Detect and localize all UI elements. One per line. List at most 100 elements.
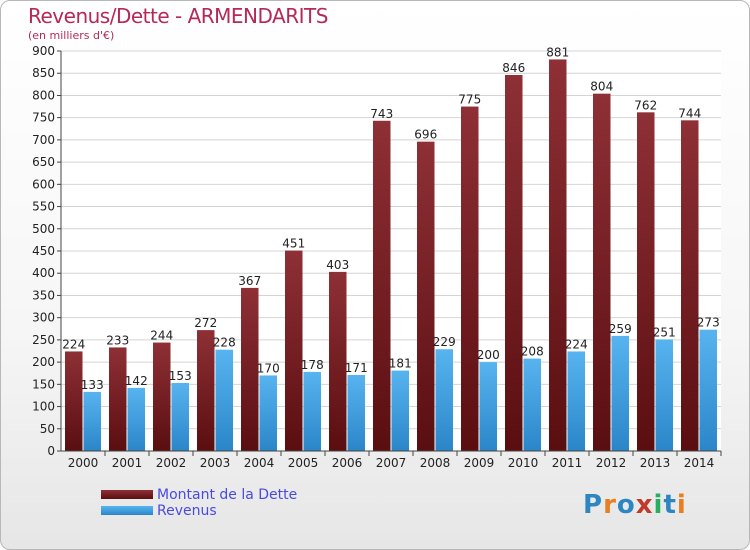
y-tick-label: 0 bbox=[47, 444, 55, 458]
data-label-debt: 272 bbox=[194, 316, 217, 330]
bar-revenus bbox=[171, 383, 189, 451]
x-tick-label: 2001 bbox=[112, 456, 143, 470]
bar-revenus bbox=[391, 370, 409, 451]
y-tick-label: 200 bbox=[32, 355, 55, 369]
data-label-revenus: 181 bbox=[389, 357, 412, 371]
data-label-revenus: 171 bbox=[345, 361, 368, 375]
bar-layer: 224 133 233 142 244 153 272 228 367 170 451 178 403 1… bbox=[62, 45, 720, 452]
data-label-revenus: 273 bbox=[697, 316, 720, 330]
y-tick-label: 450 bbox=[32, 244, 55, 258]
data-label-revenus: 228 bbox=[213, 336, 236, 350]
data-label-debt: 233 bbox=[106, 333, 129, 347]
data-label-revenus: 259 bbox=[609, 322, 632, 336]
y-tick-label: 800 bbox=[32, 88, 55, 102]
logo-letter: r bbox=[603, 490, 617, 520]
bar-debt bbox=[109, 347, 127, 451]
y-tick-label: 650 bbox=[32, 155, 55, 169]
bar-revenus bbox=[347, 375, 365, 451]
bar-revenus bbox=[303, 371, 321, 451]
bar-debt bbox=[637, 112, 655, 451]
logo-letter: i bbox=[676, 490, 687, 520]
y-tick-label: 300 bbox=[32, 311, 55, 325]
y-tick-label: 900 bbox=[32, 44, 55, 58]
data-label-revenus: 224 bbox=[565, 337, 588, 351]
logo-letter: i bbox=[653, 490, 664, 520]
y-tick-label: 500 bbox=[32, 222, 55, 236]
data-label-revenus: 142 bbox=[125, 374, 148, 388]
x-tick-label: 2008 bbox=[420, 456, 451, 470]
axis-layer: 0 50 100 150 200 250 300 350 400 450 500 550 600 650 7… bbox=[32, 44, 722, 470]
logo-letter: t bbox=[663, 490, 677, 520]
data-label-debt: 744 bbox=[678, 106, 701, 120]
x-tick-label: 2010 bbox=[508, 456, 539, 470]
legend-swatch-debt bbox=[101, 490, 153, 499]
bar-debt bbox=[593, 93, 611, 452]
data-label-debt: 403 bbox=[326, 258, 349, 272]
y-tick-label: 600 bbox=[32, 177, 55, 191]
y-tick-label: 100 bbox=[32, 400, 55, 414]
bar-revenus bbox=[83, 391, 101, 451]
bar-debt bbox=[197, 330, 215, 451]
data-label-revenus: 153 bbox=[169, 369, 192, 383]
logo-letter: x bbox=[635, 490, 654, 520]
legend-label-debt: Montant de la Dette bbox=[157, 487, 298, 503]
data-label-debt: 743 bbox=[370, 107, 393, 121]
y-tick-label: 700 bbox=[32, 133, 55, 147]
y-tick-label: 350 bbox=[32, 288, 55, 302]
bar-debt bbox=[373, 120, 391, 452]
data-label-debt: 696 bbox=[414, 128, 437, 142]
bar-revenus bbox=[259, 375, 277, 451]
data-label-debt: 775 bbox=[458, 93, 481, 107]
x-tick-label: 2000 bbox=[68, 456, 99, 470]
legend-label-revenus: Revenus bbox=[157, 503, 217, 519]
bar-debt bbox=[153, 342, 171, 451]
data-label-revenus: 200 bbox=[477, 348, 500, 362]
chart-subtitle: (en milliers d'€) bbox=[28, 29, 115, 42]
x-tick-label: 2011 bbox=[552, 456, 583, 470]
data-label-debt: 804 bbox=[590, 80, 613, 94]
x-tick-label: 2009 bbox=[464, 456, 495, 470]
data-label-debt: 224 bbox=[62, 337, 85, 351]
bar-debt bbox=[329, 271, 347, 451]
bar-debt bbox=[65, 351, 83, 451]
x-tick-label: 2005 bbox=[288, 456, 319, 470]
data-label-debt: 367 bbox=[238, 274, 261, 288]
bar-revenus bbox=[699, 329, 717, 451]
legend-swatch-revenus bbox=[101, 506, 153, 515]
data-label-revenus: 251 bbox=[653, 325, 676, 339]
bar-revenus bbox=[655, 339, 673, 451]
x-tick-label: 2013 bbox=[640, 456, 671, 470]
y-tick-label: 550 bbox=[32, 200, 55, 214]
data-label-revenus: 133 bbox=[81, 378, 104, 392]
x-tick-label: 2006 bbox=[332, 456, 363, 470]
data-label-debt: 451 bbox=[282, 237, 305, 251]
bar-debt bbox=[241, 287, 259, 451]
bar-debt bbox=[549, 59, 567, 451]
x-tick-label: 2014 bbox=[684, 456, 715, 470]
bar-debt bbox=[461, 106, 479, 452]
bar-debt bbox=[505, 75, 523, 451]
proxiti-logo: Proxiti bbox=[583, 490, 687, 520]
bar-revenus bbox=[523, 358, 541, 451]
bar-revenus bbox=[435, 349, 453, 451]
x-tick-label: 2002 bbox=[156, 456, 187, 470]
x-tick-label: 2003 bbox=[200, 456, 231, 470]
y-tick-label: 250 bbox=[32, 333, 55, 347]
y-tick-label: 400 bbox=[32, 266, 55, 280]
data-label-debt: 846 bbox=[502, 61, 525, 75]
y-tick-label: 750 bbox=[32, 111, 55, 125]
bar-debt bbox=[285, 250, 303, 451]
y-tick-label: 150 bbox=[32, 377, 55, 391]
data-label-debt: 881 bbox=[546, 45, 569, 59]
logo-letter: P bbox=[583, 490, 604, 520]
logo-letter: o bbox=[616, 490, 636, 520]
chart-title: Revenus/Dette - ARMENDARITS bbox=[28, 4, 328, 28]
y-tick-label: 850 bbox=[32, 66, 55, 80]
data-label-revenus: 208 bbox=[521, 345, 544, 359]
x-tick-label: 2007 bbox=[376, 456, 407, 470]
data-label-revenus: 170 bbox=[257, 361, 280, 375]
x-tick-label: 2012 bbox=[596, 456, 627, 470]
data-label-debt: 762 bbox=[634, 98, 657, 112]
bar-revenus bbox=[127, 387, 145, 451]
